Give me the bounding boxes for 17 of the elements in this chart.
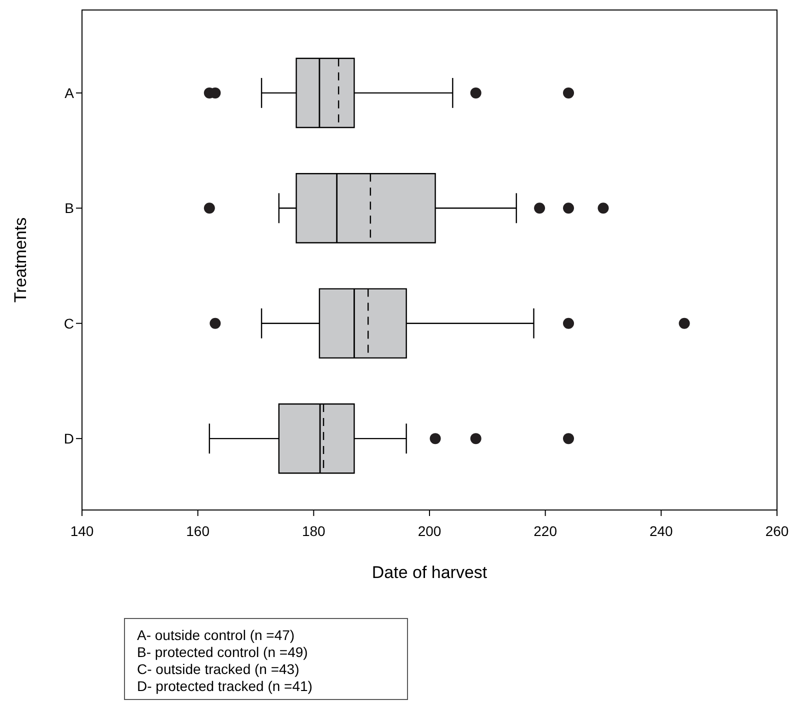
text: D- protected tracked (n =41) bbox=[137, 678, 314, 695]
y-tick-label: B bbox=[64, 200, 74, 216]
y-tick-label: A bbox=[64, 84, 75, 101]
x-tick-label: 260 bbox=[765, 522, 789, 539]
y-axis-title: Treatments bbox=[11, 217, 30, 303]
x-tick-label: 220 bbox=[534, 522, 558, 539]
text: C- outside tracked (n =43) bbox=[137, 661, 300, 678]
y-tick-label: D bbox=[64, 430, 74, 447]
x-tick-label: 240 bbox=[649, 522, 674, 539]
y-tick-label: C bbox=[64, 315, 74, 332]
text: B- protected control (n =49) bbox=[137, 644, 309, 661]
x-axis-title: Date of harvest bbox=[372, 563, 488, 582]
x-tick-label: 180 bbox=[302, 522, 326, 539]
x-tick-label: 140 bbox=[70, 522, 94, 539]
x-tick-label: 200 bbox=[418, 522, 442, 539]
text: A- outside control (n =47) bbox=[137, 627, 296, 644]
x-tick-label: 160 bbox=[186, 522, 210, 539]
